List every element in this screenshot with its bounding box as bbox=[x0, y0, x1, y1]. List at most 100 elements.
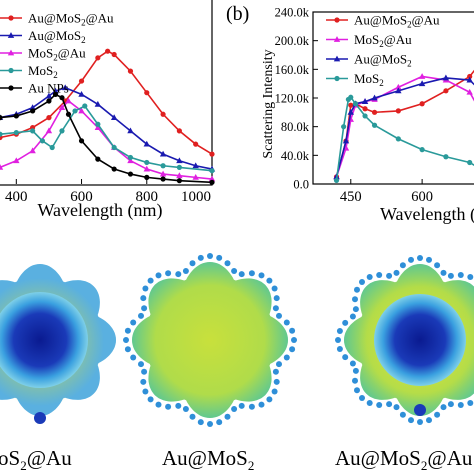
au-nanoparticle-dot bbox=[165, 403, 172, 410]
au-nanoparticle-dot bbox=[399, 262, 406, 269]
au-nanoparticle-dot bbox=[342, 319, 349, 326]
au-nanoparticle-dot bbox=[291, 337, 297, 343]
au-nanoparticle-dot bbox=[376, 272, 383, 278]
au-nanoparticle-dot bbox=[273, 378, 280, 385]
chart-b-xtick-label: 450 bbox=[340, 189, 362, 205]
au-nanoparticle-dot bbox=[352, 377, 358, 384]
chart-a-data-point bbox=[95, 156, 101, 162]
flower-boundary-middle bbox=[132, 262, 288, 418]
au-nanoparticle-dot bbox=[273, 295, 280, 302]
chart-a-data-point bbox=[62, 84, 69, 91]
chart-a-data-point bbox=[39, 138, 46, 144]
au-nanoparticle-dot bbox=[147, 277, 154, 284]
chart-b-data-point bbox=[418, 73, 426, 79]
au-nanoparticle-dot bbox=[434, 262, 441, 269]
au-nanoparticle-dot bbox=[175, 271, 182, 278]
chart-b-legend-item-label: MoS2 bbox=[354, 71, 384, 88]
chart-a-x-axis: 400 600 800 1000 bbox=[5, 179, 213, 205]
chart-b-series-line bbox=[335, 77, 474, 178]
chart-a-xtick-label: 800 bbox=[136, 189, 159, 205]
chart-b-ytick-label: 200.0k bbox=[275, 34, 310, 48]
chart-b-data-point bbox=[395, 136, 401, 142]
au-nanoparticle-dot bbox=[399, 411, 406, 418]
au-nanoparticle-dot bbox=[352, 306, 359, 313]
chart-b-data-point bbox=[467, 73, 473, 80]
au-nanoparticle-dot bbox=[440, 269, 447, 276]
au-nanoparticle-dot bbox=[272, 368, 279, 375]
au-nanoparticle-dot bbox=[238, 271, 245, 278]
field-maps bbox=[0, 253, 474, 427]
au-nanoparticle-dot bbox=[271, 285, 278, 292]
caption-mos2-au: oS2@Au bbox=[0, 446, 72, 474]
au-nanoparticle-dot bbox=[440, 404, 447, 411]
au-nanoparticle-dot bbox=[138, 312, 144, 319]
au-nanoparticle-dots-right bbox=[335, 255, 474, 425]
chart-a-legend-item-label: MoS2@Au bbox=[28, 46, 86, 63]
au-nanoparticle-dot bbox=[140, 378, 147, 385]
au-nanoparticle-dot bbox=[189, 413, 196, 420]
au-nanoparticle-dot bbox=[352, 296, 358, 303]
chart-a-data-point bbox=[110, 114, 118, 120]
chart-a-legend-item-marker bbox=[8, 15, 14, 21]
au-nanoparticle-dot bbox=[238, 402, 245, 409]
chart-a-data-point bbox=[160, 176, 166, 182]
au-nanoparticle-dot bbox=[216, 419, 223, 426]
chart-a-data-point bbox=[30, 108, 36, 114]
au-nanoparticle-dot bbox=[266, 277, 273, 284]
chart-b-data-point bbox=[371, 122, 378, 128]
core-particle-left bbox=[0, 292, 88, 388]
chart-b-data-point bbox=[443, 88, 449, 94]
au-nanoparticle-dot bbox=[231, 268, 238, 274]
caption-au-mos2-au: Au@MoS2@Au bbox=[335, 446, 473, 474]
au-nanoparticle-dot bbox=[457, 402, 464, 408]
chart-a-data-point bbox=[127, 154, 134, 161]
chart-a-data-point bbox=[144, 174, 150, 180]
chart-a-data-point bbox=[127, 157, 134, 164]
au-nanoparticle-dot bbox=[207, 421, 213, 427]
chart-a-xtick-label: 600 bbox=[70, 189, 93, 205]
chart-a-data-point bbox=[95, 121, 101, 127]
chart-b-data-point bbox=[395, 87, 402, 94]
au-nanoparticle-dot bbox=[272, 305, 279, 312]
au-nanoparticle-dots-middle bbox=[123, 253, 297, 427]
au-nanoparticle-dot bbox=[276, 312, 282, 319]
chart-a-data-point bbox=[111, 144, 117, 151]
chart-a-legend-item-label: Au NPs bbox=[28, 81, 69, 96]
chart-a-data-point bbox=[176, 128, 182, 134]
chart-b-ytick-label: 0.0 bbox=[293, 178, 309, 192]
au-nanoparticle-dot bbox=[258, 272, 265, 279]
chart-b-ytick-label: 240.0k bbox=[275, 6, 310, 20]
au-nanoparticle-dot bbox=[386, 272, 393, 279]
chart-a-data-point bbox=[78, 90, 85, 97]
chart-b-data-point bbox=[362, 106, 368, 112]
panel-label-b: (b) bbox=[226, 3, 249, 25]
chart-a-data-point bbox=[45, 92, 53, 99]
chart-a-data-point bbox=[59, 128, 65, 134]
au-nanoparticle-dot bbox=[283, 354, 290, 361]
chart-a-data-point bbox=[209, 151, 215, 157]
au-nanoparticle-dot bbox=[393, 404, 400, 411]
chart-b-xlabel: Wavelength (n bbox=[380, 204, 474, 225]
au-nanoparticle-dot bbox=[224, 413, 231, 420]
chart-b-data-point bbox=[419, 101, 425, 107]
chart-a-data-point bbox=[72, 108, 78, 114]
chart-b-data-point bbox=[371, 94, 378, 101]
au-nanoparticle-dot bbox=[197, 419, 204, 426]
chart-a-data-point bbox=[78, 138, 85, 144]
chart-b-data-point bbox=[418, 80, 426, 87]
au-nanoparticle-dot bbox=[289, 346, 296, 353]
au-nanoparticle-dot bbox=[366, 274, 373, 280]
chart-b-data-point bbox=[443, 154, 449, 160]
chart-a-data-point bbox=[143, 165, 150, 172]
au-nanoparticle-dot bbox=[434, 411, 441, 418]
au-nanoparticle-dot bbox=[276, 361, 282, 368]
au-nanoparticle-dot bbox=[283, 319, 290, 326]
chart-a-data-point bbox=[176, 178, 182, 184]
au-nanoparticle-dot bbox=[141, 305, 148, 312]
chart-b-data-point bbox=[333, 177, 340, 184]
chart-a-data-point bbox=[52, 91, 59, 97]
au-nanoparticle-dot bbox=[248, 403, 255, 410]
chart-a-data-point bbox=[0, 131, 3, 137]
chart-b-legend-item-marker bbox=[333, 55, 341, 62]
au-nanoparticle-dot bbox=[271, 388, 278, 395]
